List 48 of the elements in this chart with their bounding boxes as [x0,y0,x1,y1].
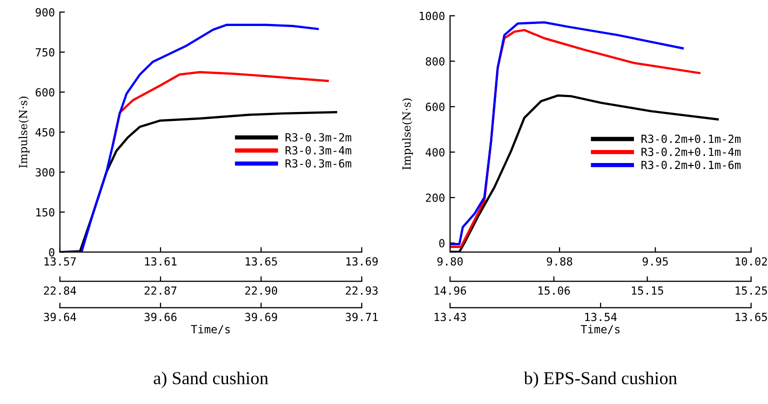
x-tick-label: 10.02 [736,257,767,266]
x2-tick-label: 15.06 [538,286,570,295]
text: 13.65 [736,312,767,322]
x2-tick-label: 15.25 [736,286,767,295]
y-tick-label: 200 [426,194,444,202]
y-tick-label: 300 [36,168,54,177]
x-axis-title: Time/s [191,324,230,334]
text: 39.66 [144,312,177,322]
text: 13.54 [585,312,617,322]
x2-tick-label: 22.87 [144,286,176,295]
text: 39.69 [245,312,278,322]
y-tick-label: 750 [36,48,54,57]
x-tick-label: 9.80 [437,257,463,266]
x-tick-label: 9.88 [546,257,572,266]
text: 39.64 [44,312,76,322]
text: 39.71 [346,312,378,322]
legend-label: R3-0.3m-4m [286,146,352,155]
x-tick-label: 9.95 [642,257,668,266]
x-tick-label: 13.61 [145,257,176,266]
y-tick-label: 600 [426,102,444,112]
x-tick-label: 13.69 [346,257,378,266]
legend-label: R3-0.2m+0.1m-2m [642,134,741,144]
y-tick-label: 150 [36,208,54,217]
y-axis-title: Impulse(N·s) [402,98,413,170]
y-tick-label: 900 [36,8,54,17]
legend-label: R3-0.2m+0.1m-6m [642,160,741,170]
legend-label: R3-0.2m+0.1m-4m [642,148,741,156]
x2-tick-label: 15.15 [632,286,664,295]
text: b) EPS-Sand cushion [524,372,678,388]
y-tick-label: 0 [439,239,444,248]
x2-tick-label: 22.90 [245,286,278,295]
text: 13.43 [434,312,466,322]
legend-label: R3-0.3m-2m [286,133,352,142]
legend-label: R3-0.3m-6m [286,159,352,168]
x-axis-title: Time/s [580,324,620,334]
y-tick-label: 400 [426,148,444,157]
y-tick-label: 600 [36,88,54,97]
x-tick-label: 13.65 [246,257,277,266]
x2-tick-label: 22.84 [44,286,76,295]
x2-tick-label: 22.93 [346,286,378,295]
y-tick-label: 800 [426,57,444,66]
y-tick-label: 0 [49,248,54,257]
y-tick-label: 450 [36,128,54,137]
x-tick-label: 13.57 [44,257,76,266]
x2-tick-label: 14.96 [434,286,466,295]
text: a) Sand cushion [154,372,268,388]
y-tick-label: 1000 [420,12,444,20]
y-axis-title: Impulse(N·s) [18,96,30,168]
